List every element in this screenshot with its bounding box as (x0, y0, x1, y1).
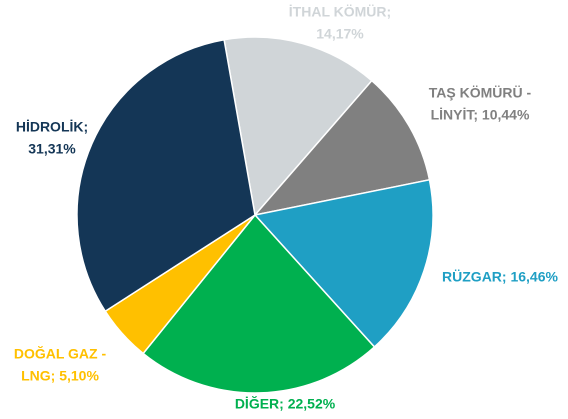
data-label: HİDROLİK; (16, 119, 88, 135)
data-label: LNG; 5,10% (21, 368, 99, 384)
data-label: TAŞ KÖMÜRÜ - (429, 85, 532, 101)
data-label: DİĞER; 22,52% (235, 395, 336, 412)
pie-slice (142, 213, 376, 394)
data-label: 31,31% (28, 141, 76, 157)
data-label: RÜZGAR; 16,46% (442, 269, 558, 285)
pie-slice (252, 79, 431, 217)
pie-slice (76, 38, 256, 313)
data-label: İTHAL KÖMÜR; (289, 4, 391, 20)
data-label: 14,17% (316, 26, 364, 42)
data-label: LİNYİT; 10,44% (431, 107, 530, 123)
pie-slice (253, 178, 434, 349)
data-label: DOĞAL GAZ - (14, 345, 107, 362)
pie-slice (223, 36, 373, 217)
